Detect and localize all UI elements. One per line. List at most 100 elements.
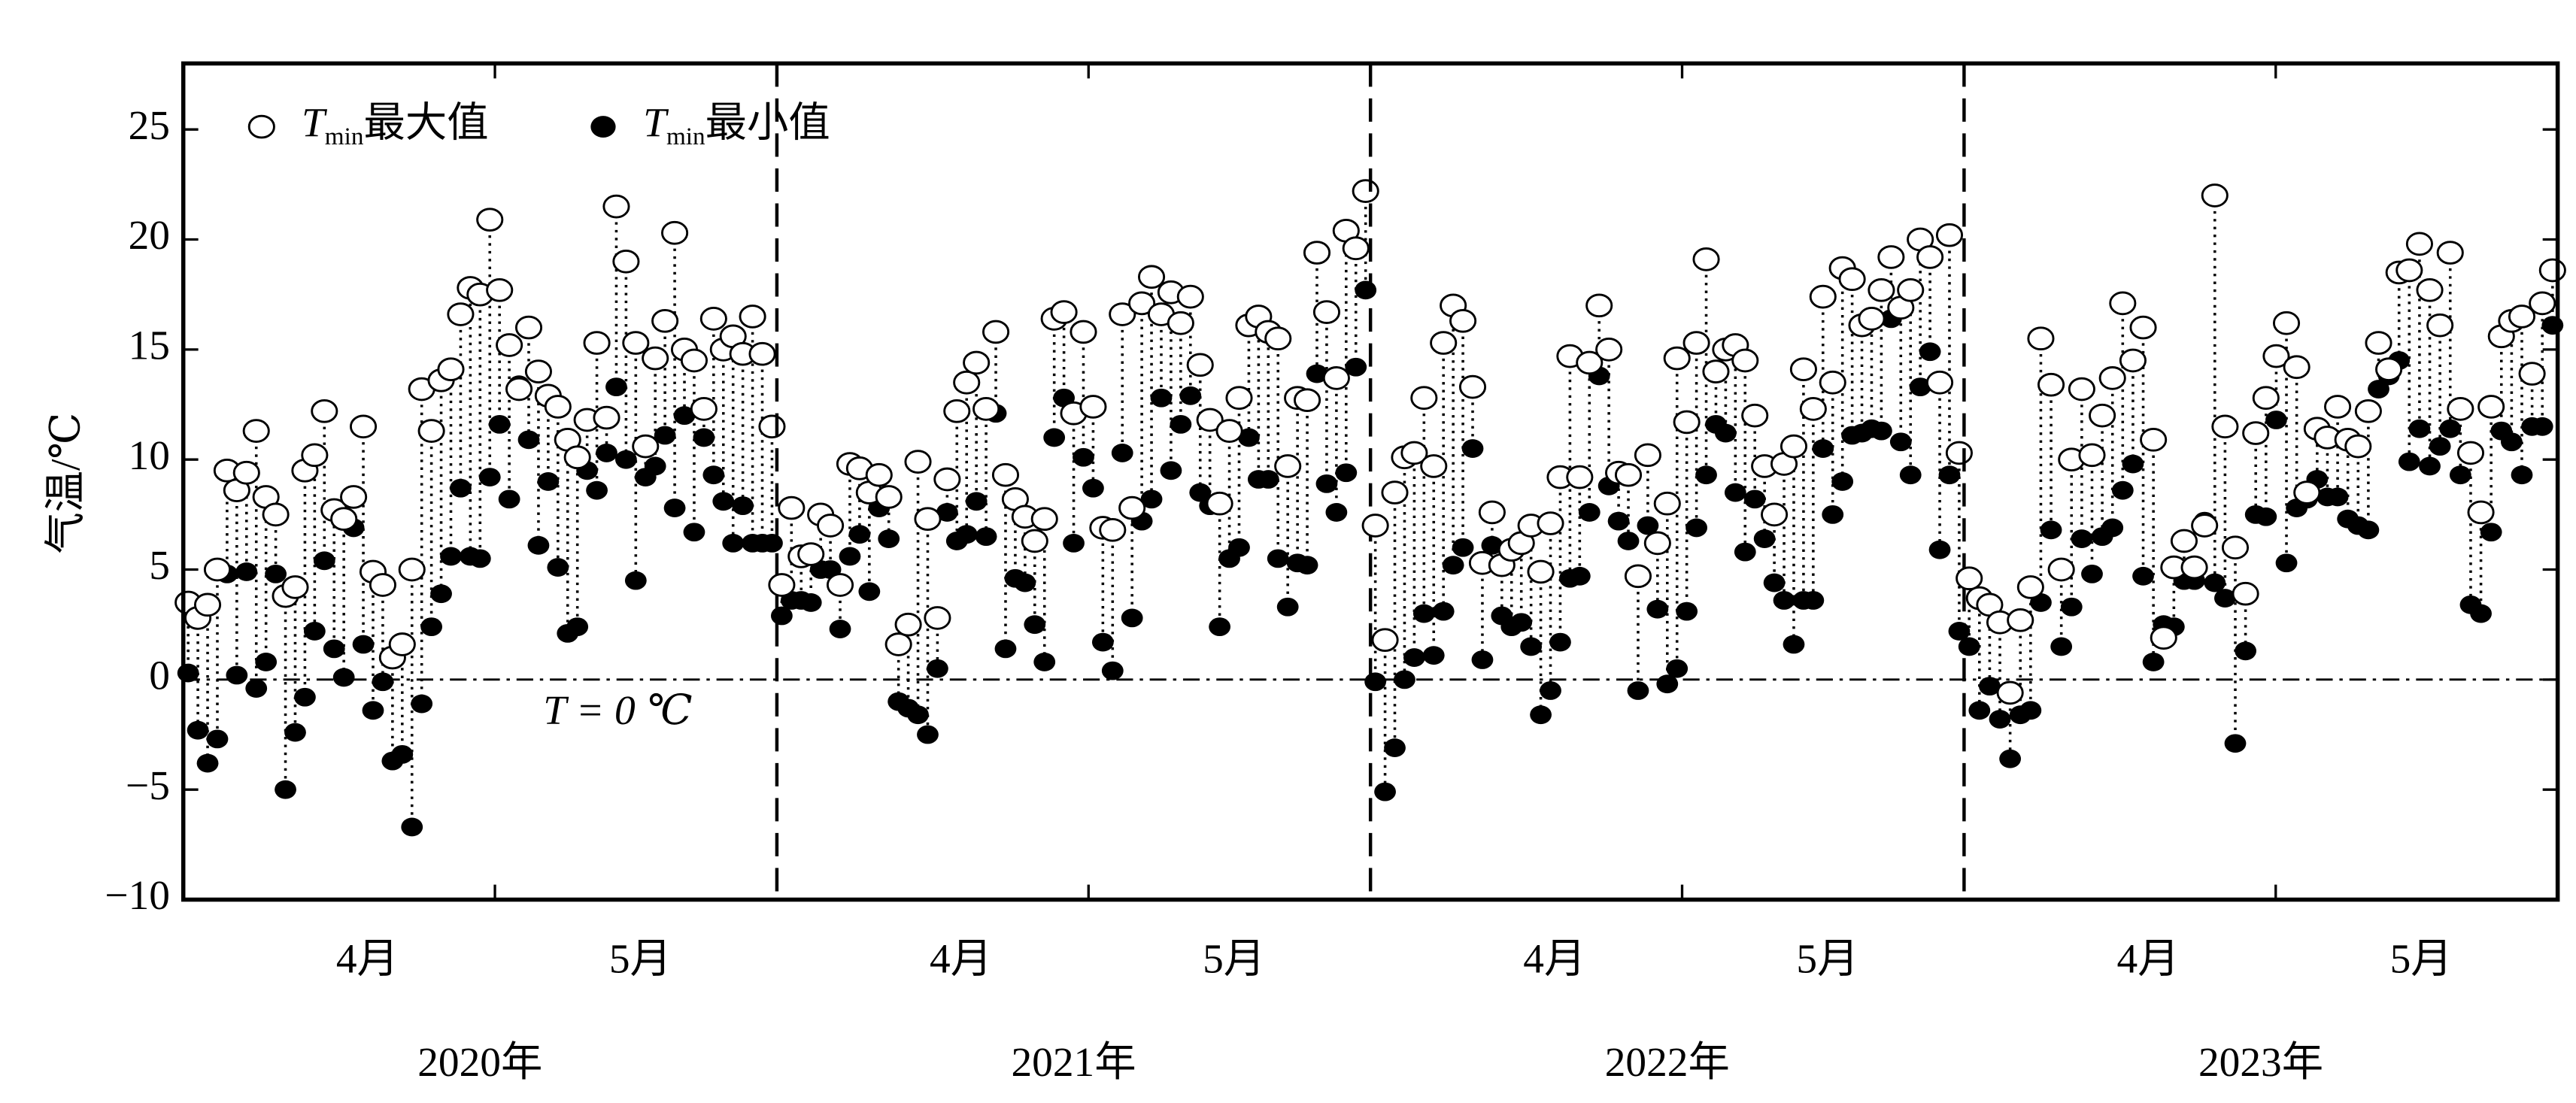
min-point xyxy=(1296,556,1318,575)
max-point xyxy=(748,341,776,366)
min-point xyxy=(450,478,472,498)
max-point xyxy=(924,606,951,630)
min-point xyxy=(430,584,452,604)
max-point xyxy=(1225,386,1253,411)
max-point xyxy=(1312,300,1340,324)
min-point xyxy=(1812,439,1834,458)
max-point xyxy=(1537,511,1564,535)
min-point xyxy=(1481,535,1503,555)
min-point xyxy=(1617,532,1640,550)
min-point xyxy=(907,705,929,725)
min-point xyxy=(2326,487,2349,507)
min-point xyxy=(2122,454,2144,474)
min-point xyxy=(2101,518,2124,538)
max-point xyxy=(1819,370,1846,395)
min-point xyxy=(323,639,345,659)
max-point xyxy=(2129,315,2157,340)
max-point xyxy=(524,359,552,383)
min-point xyxy=(1999,749,2022,768)
min-point xyxy=(2050,637,2073,656)
min-point xyxy=(994,639,1017,659)
min-point xyxy=(1773,591,1795,610)
max-point xyxy=(1614,462,1643,487)
max-point xyxy=(1673,410,1701,435)
y-tick-label: −10 xyxy=(105,872,170,918)
min-point xyxy=(586,480,608,500)
max-point xyxy=(1410,386,1438,411)
min-point xyxy=(2060,597,2083,617)
max-point xyxy=(2283,355,2311,380)
min-point xyxy=(2265,411,2287,429)
min-point xyxy=(1091,632,1114,652)
min-point xyxy=(1043,428,1066,447)
min-point xyxy=(2439,419,2462,438)
max-point xyxy=(2098,366,2126,390)
min-point xyxy=(1637,516,1659,535)
min-point xyxy=(1315,474,1338,493)
min-point xyxy=(1568,566,1591,586)
max-point xyxy=(514,315,543,340)
min-point xyxy=(2429,437,2451,456)
min-point xyxy=(1101,661,1124,680)
min-point xyxy=(1928,540,1951,559)
min-point xyxy=(187,720,209,740)
min-point xyxy=(965,492,988,511)
max-point xyxy=(1430,331,1458,355)
max-point xyxy=(496,333,523,357)
min-point xyxy=(1412,604,1435,623)
max-point xyxy=(1566,465,1594,489)
min-point xyxy=(858,582,881,601)
min-point xyxy=(294,687,316,707)
max-point xyxy=(1021,529,1048,553)
max-point xyxy=(797,542,825,566)
max-point xyxy=(1342,236,1370,261)
month-label: 5月 xyxy=(1203,935,1265,981)
max-point xyxy=(2170,529,2198,553)
min-point xyxy=(1179,386,1202,405)
min-point xyxy=(1471,650,1494,669)
plot-frame xyxy=(181,61,2560,902)
min-point xyxy=(401,817,423,837)
month-label: 5月 xyxy=(1796,935,1858,981)
min-point xyxy=(1909,377,1931,397)
max-point xyxy=(943,398,971,423)
max-point xyxy=(602,194,630,219)
min-point xyxy=(614,450,637,469)
max-point xyxy=(2119,348,2147,373)
min-point xyxy=(839,547,861,566)
max-point xyxy=(1634,443,1661,468)
min-point xyxy=(1335,463,1358,483)
max-point xyxy=(388,632,416,656)
min-point xyxy=(2470,604,2492,623)
max-point xyxy=(398,557,426,582)
max-point xyxy=(778,495,806,520)
max-point xyxy=(904,450,932,474)
month-label: 4月 xyxy=(1523,935,1585,981)
max-point xyxy=(1897,277,1925,302)
max-point xyxy=(1996,680,2024,705)
max-point xyxy=(2016,575,2044,599)
y-tick-label: 20 xyxy=(129,212,170,258)
min-point xyxy=(1364,672,1387,692)
min-point xyxy=(1111,444,1133,462)
max-point xyxy=(2150,626,2177,650)
max-point xyxy=(1595,338,1623,362)
max-point xyxy=(593,405,620,430)
max-point xyxy=(2365,331,2392,355)
max-point xyxy=(2447,397,2474,421)
min-point xyxy=(2368,380,2389,398)
year-label: 2020年 xyxy=(417,1039,542,1085)
max-point xyxy=(1322,366,1350,390)
min-point xyxy=(226,665,248,685)
min-point xyxy=(313,551,335,571)
max-point xyxy=(2272,311,2301,335)
month-label: 5月 xyxy=(609,935,672,981)
max-point xyxy=(1303,241,1331,265)
max-point xyxy=(1361,514,1389,538)
min-point xyxy=(420,617,443,637)
min-point xyxy=(1540,681,1561,700)
min-point xyxy=(2357,520,2380,540)
max-point xyxy=(933,467,961,492)
max-point xyxy=(486,277,514,302)
min-point xyxy=(702,465,725,485)
